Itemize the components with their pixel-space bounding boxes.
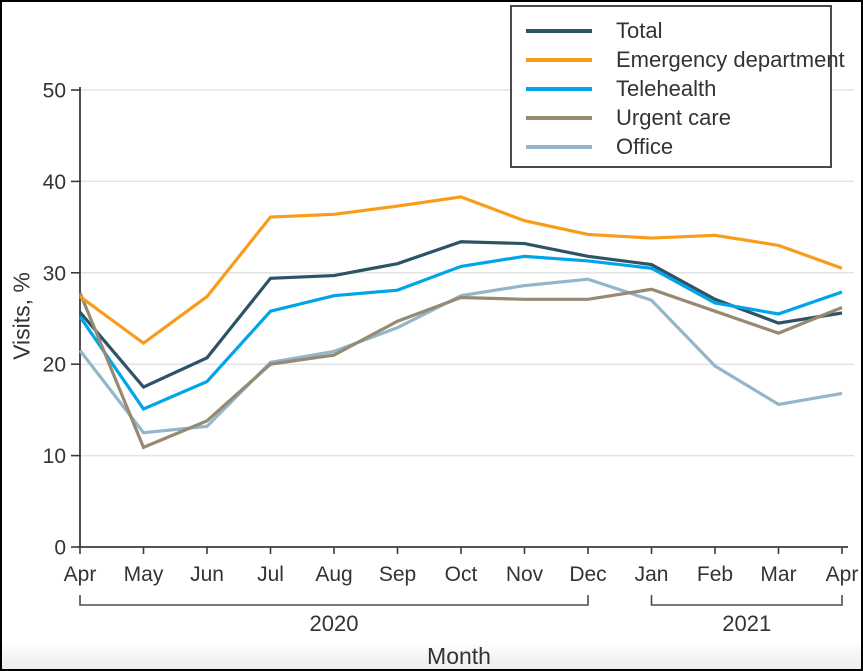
year-label-2020: 2020 (310, 611, 359, 636)
x-tick-label-0-apr: Apr (64, 563, 97, 586)
x-tick-label-6-oct: Oct (445, 563, 478, 586)
legend-label-office: Office (616, 133, 674, 159)
legend-item-total: Total (526, 16, 830, 45)
year-label-2021: 2021 (722, 611, 771, 636)
y-tick-label-10: 10 (43, 445, 66, 468)
x-tick-label-10-feb: Feb (697, 563, 733, 586)
y-axis-title: Visits, % (8, 272, 35, 360)
legend: Total Emergency department Telehealth Urgen… (510, 5, 845, 168)
x-tick-label-1-may: May (124, 563, 164, 586)
legend-item-telehealth: Telehealth (526, 74, 830, 103)
x-tick-label-4-aug: Aug (315, 563, 352, 586)
legend-item-emergency-department: Emergency department (526, 45, 845, 74)
year-bracket-2021 (650, 595, 843, 606)
y-tick-label-40: 40 (43, 171, 66, 194)
y-tick-label-0: 0 (54, 537, 66, 560)
x-axis-title: Month (427, 643, 491, 669)
series-line-total (78, 240, 843, 390)
x-tick-label-11-mar: Mar (760, 563, 796, 586)
x-tick-label-2-jun: Jun (190, 563, 224, 586)
legend-swatch-office (526, 144, 592, 149)
legend-swatch-telehealth (526, 86, 592, 91)
legend-item-urgent-care: Urgent care (526, 103, 830, 132)
y-tick-label-30: 30 (43, 262, 66, 285)
y-tick-label-50: 50 (43, 80, 66, 103)
x-tick-label-12-apr: Apr (826, 563, 859, 586)
x-tick-label-7-nov: Nov (506, 563, 544, 586)
x-tick-label-3-jul: Jul (257, 563, 284, 586)
legend-label-telehealth: Telehealth (616, 75, 717, 101)
series-line-emergency-department (79, 195, 843, 346)
year-bracket-2020 (79, 595, 589, 606)
series-line-urgent-care (78, 287, 843, 450)
y-tick-label-20: 20 (43, 354, 66, 377)
legend-label-emergency-department: Emergency department (616, 46, 845, 72)
legend-swatch-emergency-department (526, 57, 592, 62)
legend-item-office: Office (526, 132, 830, 161)
x-axis-title-band: Month (2, 643, 861, 669)
x-tick-label-8-dec: Dec (569, 563, 606, 586)
legend-swatch-urgent-care (526, 115, 592, 120)
legend-swatch-total (526, 28, 592, 33)
legend-label-total: Total (616, 17, 663, 43)
series-line-telehealth (78, 254, 843, 411)
x-tick-label-9-jan: Jan (635, 563, 669, 586)
x-tick-label-5-sep: Sep (379, 563, 416, 586)
series-line-office (78, 277, 843, 435)
legend-label-urgent-care: Urgent care (616, 104, 731, 130)
